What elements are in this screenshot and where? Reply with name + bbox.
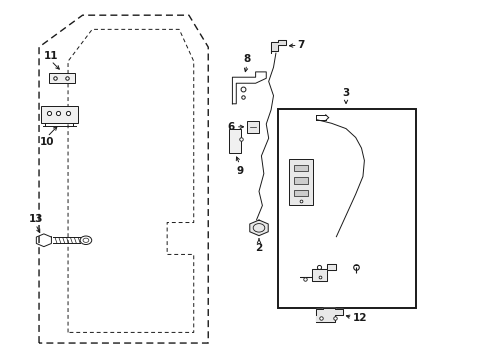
Text: 5: 5 xyxy=(372,171,379,181)
Bar xyxy=(293,177,308,184)
Bar xyxy=(49,73,75,82)
Text: 2: 2 xyxy=(255,243,262,253)
Text: 6: 6 xyxy=(227,122,234,132)
Bar xyxy=(41,106,78,123)
Bar xyxy=(288,159,312,205)
Text: 13: 13 xyxy=(28,214,43,224)
Text: 12: 12 xyxy=(352,312,367,323)
Text: 1: 1 xyxy=(297,213,304,222)
Polygon shape xyxy=(249,220,267,236)
Text: 11: 11 xyxy=(44,51,58,61)
Polygon shape xyxy=(300,264,336,281)
Text: 4: 4 xyxy=(280,269,287,279)
Bar xyxy=(293,190,308,196)
Text: 10: 10 xyxy=(40,138,54,148)
Polygon shape xyxy=(270,40,285,53)
Polygon shape xyxy=(315,307,342,322)
Bar xyxy=(228,129,241,153)
Text: 9: 9 xyxy=(236,166,243,176)
Text: 3: 3 xyxy=(342,88,349,98)
Text: 8: 8 xyxy=(243,54,250,64)
Bar xyxy=(293,165,308,171)
Text: 7: 7 xyxy=(297,40,305,50)
Bar xyxy=(278,109,415,307)
Bar xyxy=(247,121,259,132)
